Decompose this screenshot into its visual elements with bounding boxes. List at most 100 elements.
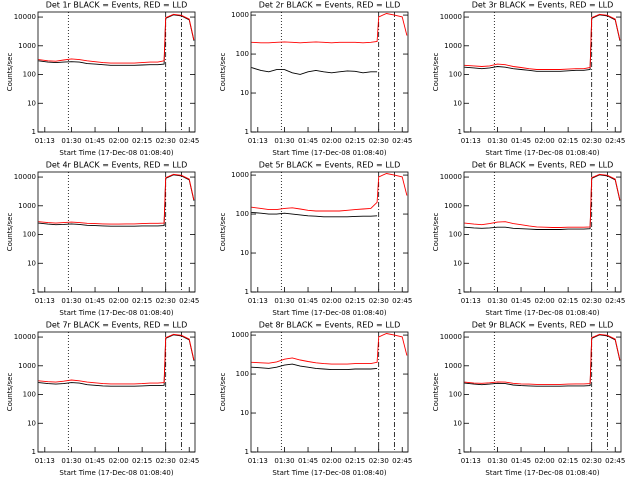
x-axis-label: Start Time (17-Dec-08 01:08:40): [485, 149, 599, 157]
x-tick-label: 01:13: [461, 137, 481, 145]
chart-title: Det 5r BLACK = Events, RED = LLD: [259, 161, 401, 170]
chart-title: Det 2r BLACK = Events, RED = LLD: [259, 1, 401, 10]
x-tick-label: 01:30: [487, 457, 507, 465]
x-tick-label: 02:00: [321, 457, 341, 465]
panel: Det 7r BLACK = Events, RED = LLD Start Ti…: [6, 321, 199, 478]
y-axis-label: Counts/sec: [219, 213, 227, 252]
x-tick-label: 02:45: [605, 137, 625, 145]
x-axis-label: Start Time (17-Dec-08 01:08:40): [272, 149, 386, 157]
x-tick-label: 02:15: [132, 137, 152, 145]
x-tick-label: 02:45: [179, 297, 199, 305]
x-tick-label: 02:00: [321, 137, 341, 145]
y-tick-label: 100: [23, 71, 36, 79]
panel: Det 5r BLACK = Events, RED = LLD Start Ti…: [219, 161, 412, 318]
y-tick-label: 10: [27, 99, 36, 107]
x-tick-label: 02:30: [369, 457, 389, 465]
y-tick-label: 100: [23, 231, 36, 239]
data-line: [464, 333, 621, 385]
data-line: [38, 173, 195, 225]
x-tick-label: 02:15: [132, 297, 152, 305]
chart-title: Det 8r BLACK = Events, RED = LLD: [259, 321, 401, 330]
data-line: [38, 13, 195, 64]
y-tick-label: 1000: [444, 362, 462, 370]
x-tick-label: 02:15: [132, 457, 152, 465]
x-tick-label: 01:13: [35, 137, 55, 145]
y-tick-label: 1: [32, 448, 36, 456]
y-tick-label: 10: [240, 89, 249, 97]
x-tick-label: 02:30: [369, 297, 389, 305]
y-tick-label: 100: [236, 50, 249, 58]
x-tick-label: 02:00: [534, 297, 554, 305]
x-tick-label: 01:30: [274, 137, 294, 145]
y-tick-label: 10000: [440, 13, 462, 21]
panel: Det 9r BLACK = Events, RED = LLD Start Ti…: [432, 321, 625, 478]
x-tick-label: 02:45: [392, 457, 412, 465]
x-tick-label: 01:45: [298, 297, 318, 305]
x-axis-label: Start Time (17-Dec-08 01:08:40): [485, 469, 599, 477]
data-line: [251, 67, 378, 75]
y-tick-label: 100: [236, 210, 249, 218]
x-tick-label: 02:30: [156, 457, 176, 465]
x-tick-label: 02:30: [582, 297, 602, 305]
chart-title: Det 1r BLACK = Events, RED = LLD: [46, 1, 188, 10]
x-tick-label: 01:45: [511, 457, 531, 465]
y-tick-label: 100: [236, 370, 249, 378]
x-axis-label: Start Time (17-Dec-08 01:08:40): [272, 469, 386, 477]
y-tick-label: 10: [240, 409, 249, 417]
x-tick-label: 02:00: [108, 137, 128, 145]
plot-frame: [463, 11, 622, 133]
y-tick-label: 10: [27, 259, 36, 267]
x-tick-label: 02:00: [108, 297, 128, 305]
x-tick-label: 02:15: [345, 137, 365, 145]
y-axis-label: Counts/sec: [219, 373, 227, 412]
x-tick-label: 01:30: [61, 137, 81, 145]
x-tick-label: 01:13: [35, 297, 55, 305]
x-tick-label: 02:30: [369, 137, 389, 145]
data-line: [251, 363, 378, 371]
y-tick-label: 10: [453, 419, 462, 427]
plot-frame: [37, 171, 196, 293]
y-tick-label: 10: [240, 249, 249, 257]
data-line: [251, 173, 408, 212]
x-tick-label: 01:45: [85, 457, 105, 465]
x-tick-label: 01:45: [511, 137, 531, 145]
x-tick-label: 01:30: [274, 457, 294, 465]
x-tick-label: 01:13: [248, 137, 268, 145]
x-tick-label: 02:30: [582, 457, 602, 465]
x-tick-label: 01:45: [511, 297, 531, 305]
x-tick-label: 02:45: [179, 457, 199, 465]
x-tick-label: 01:30: [61, 297, 81, 305]
x-tick-label: 01:30: [61, 457, 81, 465]
x-tick-label: 01:45: [85, 137, 105, 145]
y-tick-label: 10000: [14, 173, 36, 181]
data-line: [464, 173, 621, 228]
y-tick-label: 10000: [440, 333, 462, 341]
x-tick-label: 02:00: [108, 457, 128, 465]
plot-frame: [37, 11, 196, 133]
data-line: [464, 334, 621, 387]
x-tick-label: 01:13: [248, 457, 268, 465]
y-tick-label: 10: [27, 419, 36, 427]
data-line: [38, 333, 195, 385]
x-tick-label: 01:13: [461, 297, 481, 305]
y-axis-label: Counts/sec: [432, 53, 440, 92]
x-tick-label: 01:13: [35, 457, 55, 465]
panel: Det 8r BLACK = Events, RED = LLD Start Ti…: [219, 321, 412, 478]
x-tick-label: 02:15: [345, 457, 365, 465]
plot-frame: [463, 331, 622, 453]
x-tick-label: 02:45: [605, 457, 625, 465]
y-tick-label: 10000: [14, 13, 36, 21]
y-tick-label: 1: [458, 288, 462, 296]
y-tick-label: 100: [23, 391, 36, 399]
y-tick-label: 10: [453, 259, 462, 267]
y-tick-label: 1000: [231, 331, 249, 339]
y-tick-label: 1000: [18, 42, 36, 50]
y-tick-label: 1: [458, 128, 462, 136]
panel: Det 4r BLACK = Events, RED = LLD Start Ti…: [6, 161, 199, 318]
x-tick-label: 02:00: [321, 297, 341, 305]
data-line: [38, 174, 195, 227]
x-axis-label: Start Time (17-Dec-08 01:08:40): [272, 309, 386, 317]
y-tick-label: 100: [449, 231, 462, 239]
